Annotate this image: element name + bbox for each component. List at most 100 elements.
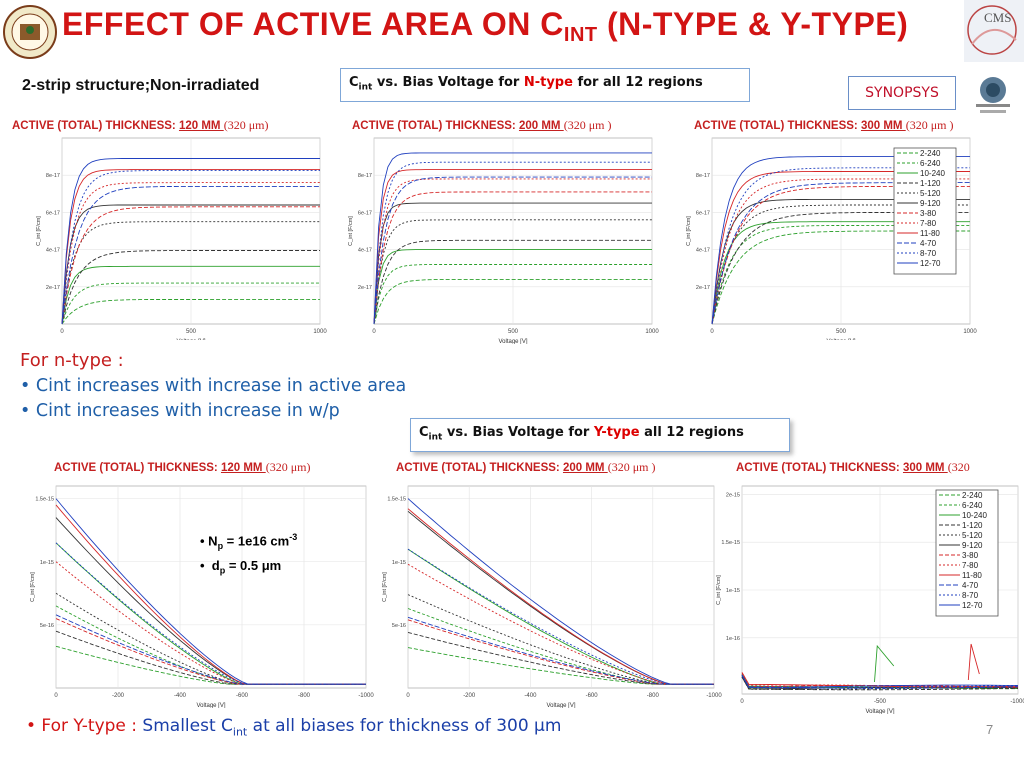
series-line xyxy=(61,221,320,325)
series-line xyxy=(741,672,1019,688)
legend-label: 4-70 xyxy=(962,581,979,590)
series-line xyxy=(407,498,714,685)
university-seal-logo xyxy=(3,5,57,59)
y-tick-label: 2e-15 xyxy=(726,492,740,498)
y-tick-label: 1e-15 xyxy=(392,560,406,566)
series-spike xyxy=(967,643,980,681)
series-line xyxy=(373,278,652,325)
series-line xyxy=(61,204,320,325)
legend-label: 10-240 xyxy=(962,511,987,520)
y-tick-label: 2e-17 xyxy=(358,285,372,291)
y-tick-label: 1.5e-15 xyxy=(721,540,740,546)
series-line xyxy=(373,202,652,325)
plot-title-n-300: Active (total) thickness: 300 μm (320 μm… xyxy=(694,118,954,132)
x-tick-label: 500 xyxy=(836,329,847,335)
legend-label: 12-70 xyxy=(920,259,941,268)
title-band: Effect of active area on Cint (N-type & … xyxy=(0,0,1024,62)
legend-label: 7-80 xyxy=(920,219,937,228)
x-axis-label: Voltage [V] xyxy=(196,703,225,708)
series-line xyxy=(61,158,320,325)
observation-wp: • Cint increases with increase in w/p xyxy=(20,401,340,421)
series-line xyxy=(61,170,320,325)
y-axis-label: C_int [F/cm] xyxy=(348,216,354,246)
series-line xyxy=(55,542,366,685)
x-axis-label: Voltage [V] xyxy=(176,339,205,340)
x-tick-label: -800 xyxy=(298,693,311,699)
x-tick-label: -1000 xyxy=(358,693,374,699)
x-tick-label: -600 xyxy=(586,693,599,699)
doping-parameters: • Np = 1e16 cm-3 • dp = 0.5 μm xyxy=(200,532,298,576)
legend-box xyxy=(935,489,999,617)
legend-label: 5-120 xyxy=(920,189,941,198)
y-axis-label: C_int [F/cm] xyxy=(686,216,692,246)
series-line xyxy=(373,161,652,325)
series-line xyxy=(373,239,652,325)
x-axis-label: Voltage [V] xyxy=(865,709,894,714)
x-tick-label: 0 xyxy=(60,329,64,335)
y-tick-label: 4e-17 xyxy=(46,248,60,254)
series-line xyxy=(711,211,970,325)
y-tick-label: 1e-16 xyxy=(726,636,740,642)
series-line xyxy=(373,178,652,325)
n-type-caption-box: Cint vs. Bias Voltage for N-type for all… xyxy=(340,68,750,102)
series-line xyxy=(373,176,652,325)
x-tick-label: -200 xyxy=(463,693,476,699)
series-line xyxy=(61,169,320,325)
series-line xyxy=(61,282,320,325)
series-line xyxy=(61,185,320,325)
series-line xyxy=(61,250,320,325)
y-tick-label: 6e-17 xyxy=(358,210,372,216)
y-tick-label: 6e-17 xyxy=(696,210,710,216)
x-tick-label: -200 xyxy=(112,693,125,699)
plot-frame xyxy=(55,485,367,689)
series-line xyxy=(407,548,714,685)
cms-logo-text: CMS xyxy=(984,10,1011,25)
series-line xyxy=(741,675,1018,689)
x-tick-label: -500 xyxy=(874,699,887,705)
series-spike xyxy=(874,644,895,683)
y-tick-label: 1.5e-15 xyxy=(35,497,54,503)
x-tick-label: 1000 xyxy=(313,329,327,335)
legend-label: 3-80 xyxy=(920,209,937,218)
structure-subhead: 2-strip structure;Non-irradiated xyxy=(22,77,260,94)
series-line xyxy=(711,178,970,325)
plot-title-y-300: Active (total) thickness: 300 μm (320 xyxy=(736,460,970,474)
y-tick-label: 8e-17 xyxy=(46,173,60,179)
y-tick-label: 8e-17 xyxy=(696,173,710,179)
series-line xyxy=(373,152,652,325)
legend-label: 12-70 xyxy=(962,601,983,610)
n-type-observations: For n-type : • Cint increases with incre… xyxy=(20,350,406,421)
x-tick-label: -800 xyxy=(647,693,660,699)
x-axis-label: Voltage [V] xyxy=(498,339,527,344)
plot-title-y-120: Active (total) thickness: 120 μm (320 μm… xyxy=(54,460,311,474)
series-line xyxy=(61,298,320,325)
y-tick-label: 4e-17 xyxy=(358,248,372,254)
legend-label: 4-70 xyxy=(920,239,937,248)
legend-label: 5-120 xyxy=(962,531,983,540)
x-tick-label: 500 xyxy=(508,329,519,335)
legend-label: 8-70 xyxy=(920,249,937,258)
chart-n-120: 0 500 1000 2e-17 4e-17 6e-17 8e-17 Voltage [V] C… xyxy=(36,134,332,340)
series-line xyxy=(407,619,714,685)
cms-logo: CMS xyxy=(964,0,1024,62)
legend-label: 11-80 xyxy=(962,571,982,580)
chart-y-300: 0 -500 -1000 1e-16 1e-15 1.5e-15 2e-15 Voltage … xyxy=(706,478,1024,714)
y-axis-label: C_int [F/cm] xyxy=(716,575,722,605)
series-line xyxy=(741,676,1018,690)
y-tick-label: 6e-17 xyxy=(46,210,60,216)
legend-box xyxy=(893,147,957,275)
chart-y-200: 0 -200 -400 -600 -800 -1000 5e-16 1e-15 1.5e-15 V… xyxy=(372,478,722,708)
legend-label: 6-240 xyxy=(920,159,941,168)
legend-label: 11-80 xyxy=(920,229,940,238)
series-line xyxy=(741,675,1019,688)
plot-title-n-200: Active (total) thickness: 200 μm (320 μm… xyxy=(352,118,612,132)
x-axis-label: Voltage [V] xyxy=(546,703,575,708)
y-type-conclusion: • For Y-type : Smallest Cint at all bias… xyxy=(26,716,562,739)
x-tick-label: -600 xyxy=(236,693,249,699)
series-line xyxy=(61,265,320,325)
series-line xyxy=(373,264,652,325)
x-axis-label: Voltage [V] xyxy=(826,339,855,340)
legend-label: 9-120 xyxy=(962,541,983,550)
series-line xyxy=(61,206,320,325)
page-number: 7 xyxy=(986,722,994,737)
